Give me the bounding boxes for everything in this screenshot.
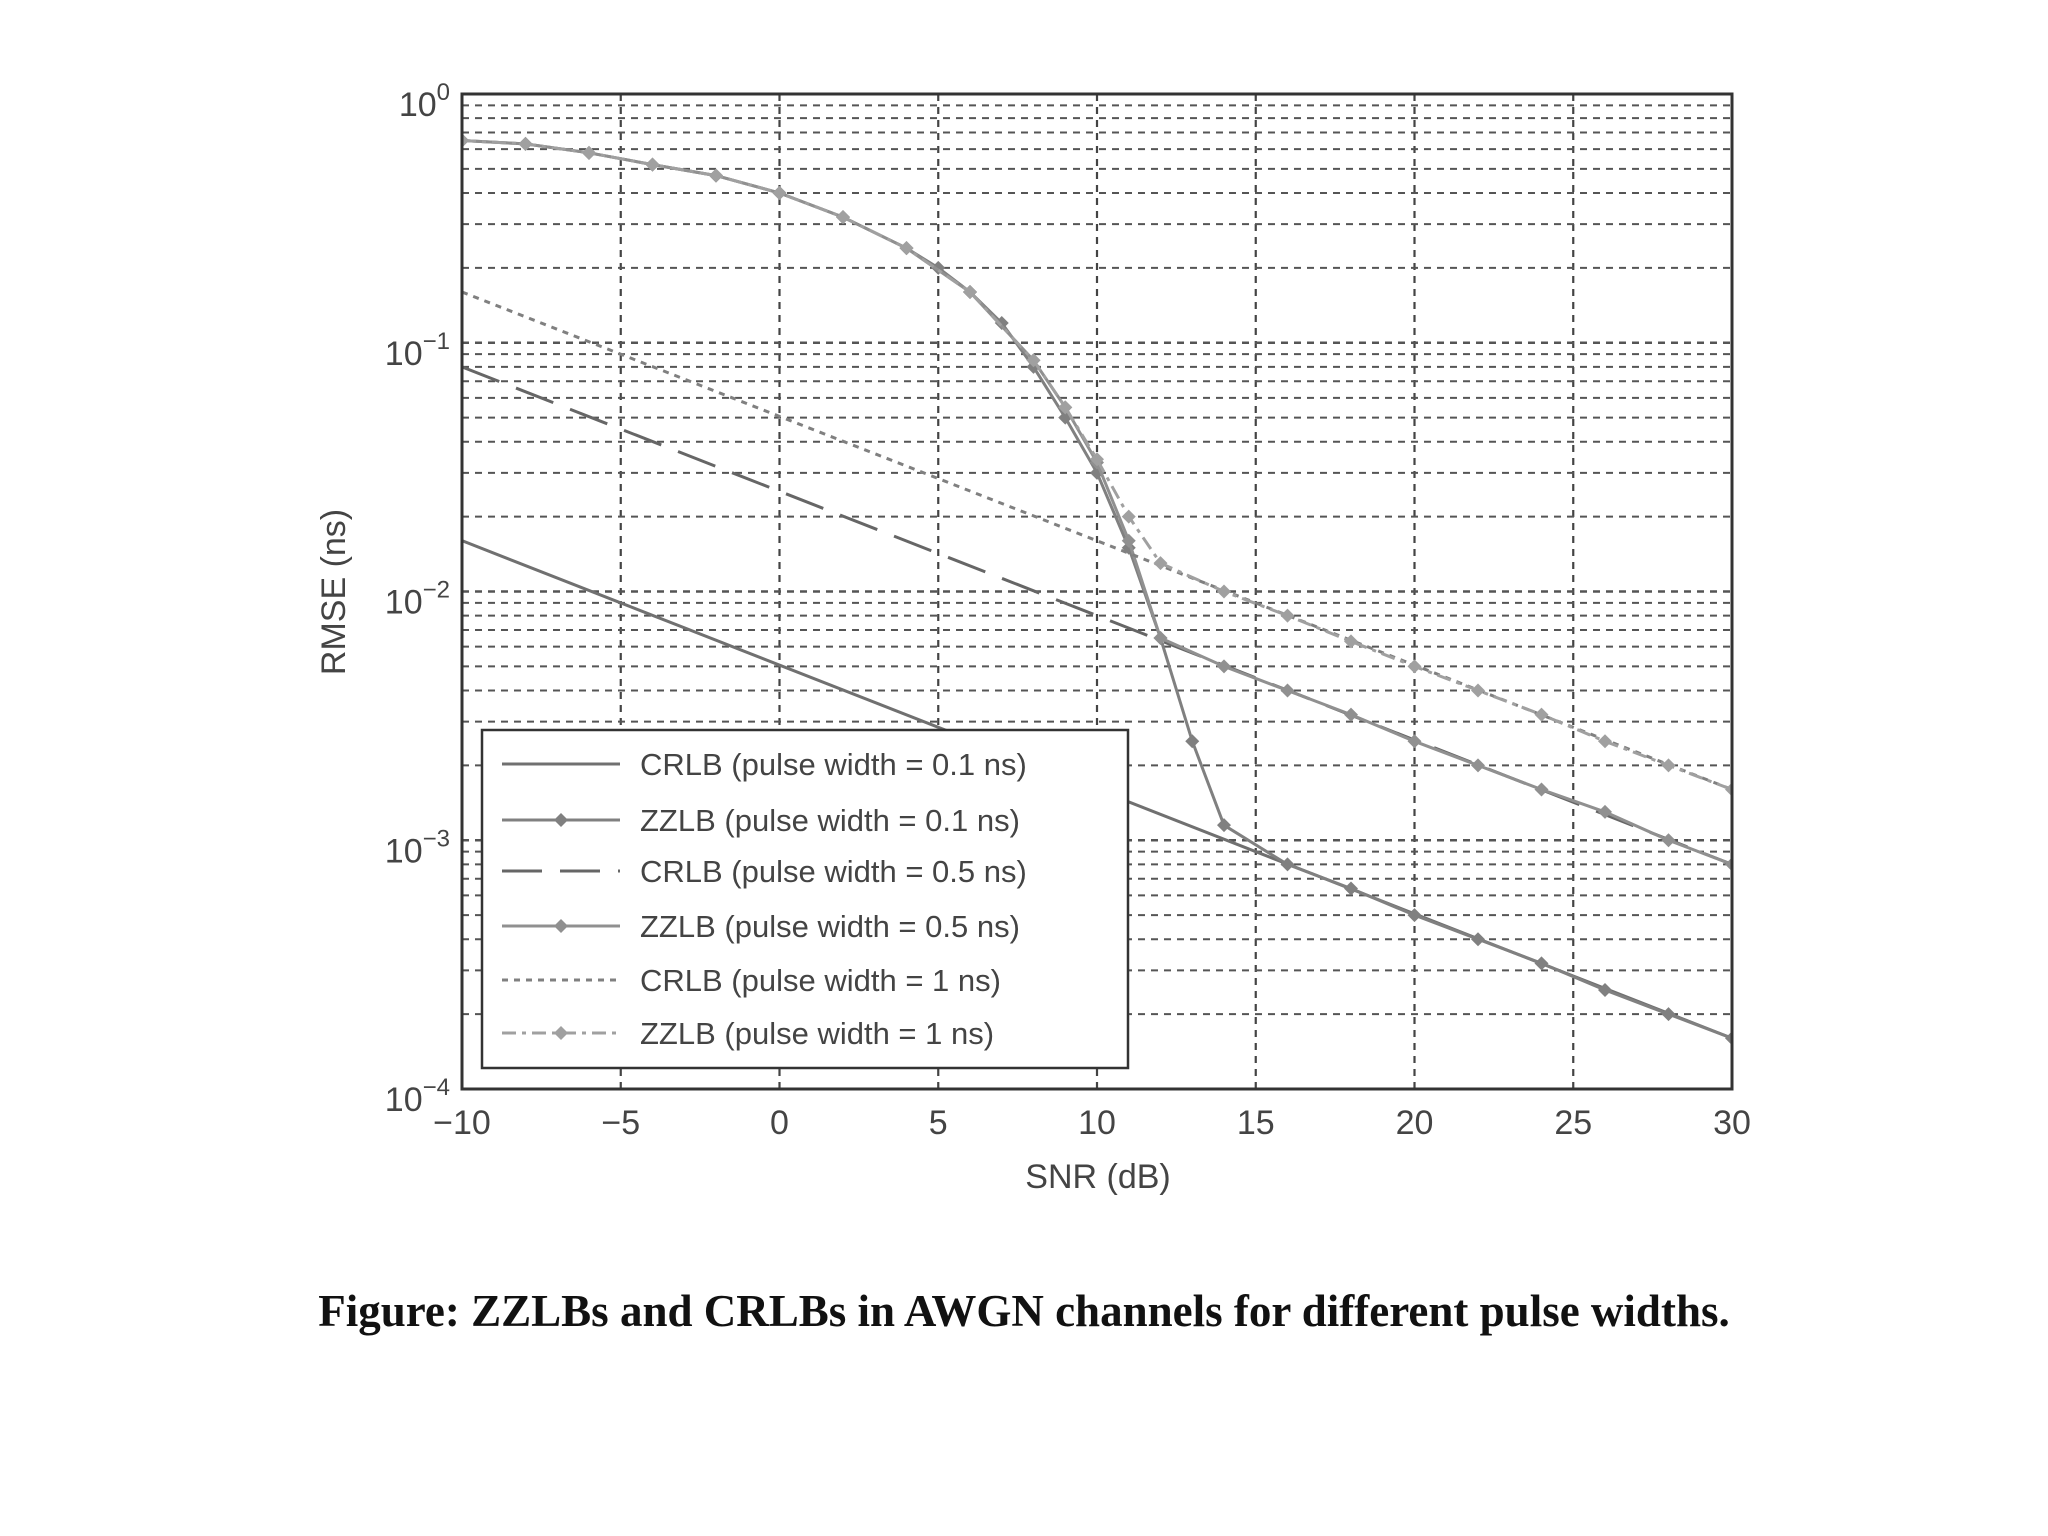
legend-label-3: CRLB (pulse width = 0.5 ns) xyxy=(640,854,1027,889)
x-tick-label: 25 xyxy=(1554,1104,1592,1142)
series-6-point xyxy=(1217,584,1231,599)
series-6-point xyxy=(1661,758,1676,773)
x-tick-label: 15 xyxy=(1237,1104,1275,1142)
series-6-point xyxy=(1344,634,1358,649)
series-6-point xyxy=(899,241,914,256)
series-6-point xyxy=(1471,683,1485,698)
x-tick-label: 10 xyxy=(1078,1104,1116,1142)
series-6-point xyxy=(1026,353,1041,368)
series-2-point xyxy=(1534,956,1549,971)
series-2-point xyxy=(1185,734,1200,749)
series-6-point xyxy=(709,168,723,183)
series-2-point xyxy=(1280,857,1295,872)
series-6-point xyxy=(1121,509,1136,524)
series-6-point xyxy=(1058,400,1073,415)
series-6-point xyxy=(645,157,660,172)
y-axis-ticks: 100 10−1 10−2 10−3 10−4 xyxy=(385,79,450,1119)
y-tick-label: 10−1 xyxy=(385,328,450,373)
y-tick-label: 10−2 xyxy=(385,577,450,622)
series-4-point xyxy=(1725,857,1732,872)
legend-box xyxy=(480,728,1130,1070)
series-2-point xyxy=(1471,932,1485,947)
series-6-point xyxy=(1534,707,1549,722)
legend-label-5: CRLB (pulse width = 1 ns) xyxy=(640,963,1001,998)
series-2-point xyxy=(1407,908,1422,923)
y-tick-label: 10−4 xyxy=(385,1074,450,1119)
y-tick-label: 10−3 xyxy=(385,825,450,870)
plot-frame xyxy=(460,92,1734,1091)
series-6-point xyxy=(1598,734,1612,749)
series-6-point xyxy=(1725,782,1732,797)
series-6-point xyxy=(1090,452,1104,467)
series-4-point xyxy=(1344,707,1358,722)
series-4-point xyxy=(1217,659,1231,674)
x-tick-label: 30 xyxy=(1713,1104,1751,1142)
series-line-6 xyxy=(462,139,1732,791)
series-2-point xyxy=(1661,1007,1676,1022)
series-2-point xyxy=(1217,818,1231,833)
x-axis-ticks: −10 −5 0 5 10 15 20 25 30 xyxy=(433,1104,1751,1142)
series-6-point xyxy=(963,284,977,299)
legend-label-1: CRLB (pulse width = 0.1 ns) xyxy=(640,747,1027,782)
legend: CRLB (pulse width = 0.1 ns) ZZLB (pulse w… xyxy=(480,728,1130,1070)
series-4-point xyxy=(1121,533,1136,548)
legend-label-4: ZZLB (pulse width = 0.5 ns) xyxy=(640,909,1020,944)
x-tick-label: −10 xyxy=(433,1104,491,1142)
x-axis-label: SNR (dB) xyxy=(1025,1158,1170,1196)
series-6-point xyxy=(836,210,850,225)
series-6-point xyxy=(772,185,787,200)
series-6-point xyxy=(462,133,469,148)
y-axis-label: RMSE (ns) xyxy=(315,509,353,675)
legend-marker-4 xyxy=(554,919,568,933)
series-6-point xyxy=(1407,659,1422,674)
x-tick-label: −5 xyxy=(601,1104,640,1142)
series-6-point xyxy=(1280,608,1295,623)
series-4-point xyxy=(1598,804,1612,819)
legend-label-6: ZZLB (pulse width = 1 ns) xyxy=(640,1016,994,1051)
y-tick-label: 100 xyxy=(399,79,450,124)
series-4-point xyxy=(1280,683,1295,698)
x-tick-label: 5 xyxy=(929,1104,948,1142)
series-6-point xyxy=(582,145,596,160)
legend-marker-6 xyxy=(554,1026,568,1040)
series-4-point xyxy=(1661,833,1676,848)
series-4-point xyxy=(1407,734,1422,749)
legend-label-2: ZZLB (pulse width = 0.1 ns) xyxy=(640,803,1020,838)
series-4-point xyxy=(1471,758,1485,773)
series-2-point xyxy=(994,316,1009,331)
x-tick-label: 0 xyxy=(770,1104,789,1142)
legend-marker-2 xyxy=(554,813,568,827)
x-tick-label: 20 xyxy=(1396,1104,1434,1142)
series-4-point xyxy=(1153,631,1168,646)
series-2-point xyxy=(1725,1031,1732,1046)
series-2-point xyxy=(1344,881,1358,896)
figure-caption: Figure: ZZLBs and CRLBs in AWGN channels… xyxy=(318,1286,1730,1336)
series-2-point xyxy=(1598,983,1612,998)
series-6-point xyxy=(518,136,533,151)
series-6-point xyxy=(1153,556,1168,571)
series-4-point xyxy=(1534,782,1549,797)
